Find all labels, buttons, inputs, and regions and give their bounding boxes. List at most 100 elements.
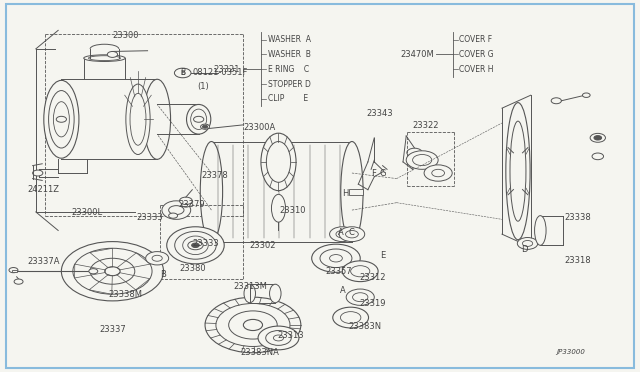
Text: 23312: 23312 <box>360 273 386 282</box>
Text: 23383NA: 23383NA <box>240 347 279 356</box>
Text: 23302: 23302 <box>250 241 276 250</box>
Ellipse shape <box>88 56 120 61</box>
Ellipse shape <box>44 80 79 158</box>
Ellipse shape <box>269 284 281 303</box>
Ellipse shape <box>266 141 291 182</box>
FancyBboxPatch shape <box>6 4 634 368</box>
Circle shape <box>73 248 152 294</box>
Text: 24211Z: 24211Z <box>28 185 60 194</box>
Circle shape <box>342 261 378 282</box>
Ellipse shape <box>167 227 224 264</box>
Polygon shape <box>117 273 150 290</box>
Text: 23333: 23333 <box>137 213 163 222</box>
Ellipse shape <box>182 236 208 254</box>
Text: 23338M: 23338M <box>108 290 142 299</box>
Ellipse shape <box>162 201 191 219</box>
Text: H: H <box>342 189 349 198</box>
Ellipse shape <box>244 284 255 303</box>
Text: 23357: 23357 <box>325 267 352 276</box>
Circle shape <box>169 213 177 218</box>
Ellipse shape <box>200 141 223 241</box>
Circle shape <box>351 266 370 277</box>
Ellipse shape <box>53 102 69 137</box>
Polygon shape <box>89 275 112 294</box>
Circle shape <box>522 240 532 246</box>
Bar <box>349 189 363 195</box>
Text: D: D <box>521 245 527 254</box>
Circle shape <box>89 269 98 274</box>
Text: 23318: 23318 <box>564 256 591 264</box>
Circle shape <box>175 68 190 77</box>
Circle shape <box>590 134 605 142</box>
Circle shape <box>258 326 299 350</box>
Ellipse shape <box>506 103 530 240</box>
Text: WASHER  B: WASHER B <box>268 50 310 59</box>
Text: 23343: 23343 <box>366 109 392 118</box>
Circle shape <box>320 249 352 267</box>
Text: 23470M: 23470M <box>400 50 434 59</box>
Text: CLIP        E: CLIP E <box>268 94 308 103</box>
Text: B: B <box>180 68 185 77</box>
Text: 23333: 23333 <box>192 239 219 248</box>
Ellipse shape <box>130 93 146 145</box>
Text: 08121-0351F: 08121-0351F <box>192 68 248 77</box>
Circle shape <box>346 231 358 238</box>
Circle shape <box>181 202 190 207</box>
Circle shape <box>273 335 284 341</box>
Circle shape <box>200 124 209 129</box>
Circle shape <box>33 170 43 176</box>
Text: A: A <box>339 286 345 295</box>
Text: F: F <box>371 169 376 177</box>
Polygon shape <box>117 253 150 270</box>
Circle shape <box>432 169 445 177</box>
Circle shape <box>169 206 184 215</box>
Circle shape <box>340 312 361 324</box>
Ellipse shape <box>271 194 285 222</box>
Circle shape <box>517 237 538 249</box>
Circle shape <box>339 227 365 241</box>
Text: 23300A: 23300A <box>243 123 276 132</box>
Text: E RING    C: E RING C <box>268 65 308 74</box>
Ellipse shape <box>191 109 207 129</box>
Text: 23313M: 23313M <box>234 282 268 291</box>
Text: G: G <box>380 169 387 177</box>
Bar <box>12 270 17 272</box>
Text: 23338: 23338 <box>564 213 591 222</box>
Ellipse shape <box>126 84 150 154</box>
Circle shape <box>174 68 191 78</box>
Circle shape <box>336 231 349 238</box>
Circle shape <box>333 307 369 328</box>
Ellipse shape <box>84 55 125 61</box>
Text: B: B <box>180 70 185 76</box>
Text: E: E <box>380 251 385 260</box>
Text: 23319: 23319 <box>360 299 386 308</box>
Circle shape <box>56 116 67 122</box>
Circle shape <box>353 293 368 302</box>
Text: 23383N: 23383N <box>349 321 382 331</box>
Circle shape <box>179 197 192 205</box>
Circle shape <box>14 279 23 284</box>
Circle shape <box>146 251 169 265</box>
Text: (1): (1) <box>197 82 209 91</box>
Text: 23300: 23300 <box>112 31 138 41</box>
Text: 23337: 23337 <box>100 325 127 334</box>
Text: COVER G: COVER G <box>460 50 494 59</box>
Circle shape <box>152 255 163 261</box>
Ellipse shape <box>340 141 363 241</box>
Text: A: A <box>338 228 344 237</box>
Circle shape <box>406 151 438 169</box>
Text: 23379: 23379 <box>178 200 205 209</box>
Ellipse shape <box>510 121 526 221</box>
Polygon shape <box>90 248 113 267</box>
Circle shape <box>193 116 204 122</box>
Circle shape <box>216 304 290 346</box>
Circle shape <box>243 320 262 331</box>
Circle shape <box>105 267 120 276</box>
Ellipse shape <box>144 79 171 159</box>
Text: 23313: 23313 <box>277 331 304 340</box>
Text: 23337A: 23337A <box>28 257 60 266</box>
Text: B: B <box>161 270 166 279</box>
Circle shape <box>202 125 207 128</box>
Text: 23310: 23310 <box>280 206 307 215</box>
Text: STOPPER D: STOPPER D <box>268 80 310 89</box>
